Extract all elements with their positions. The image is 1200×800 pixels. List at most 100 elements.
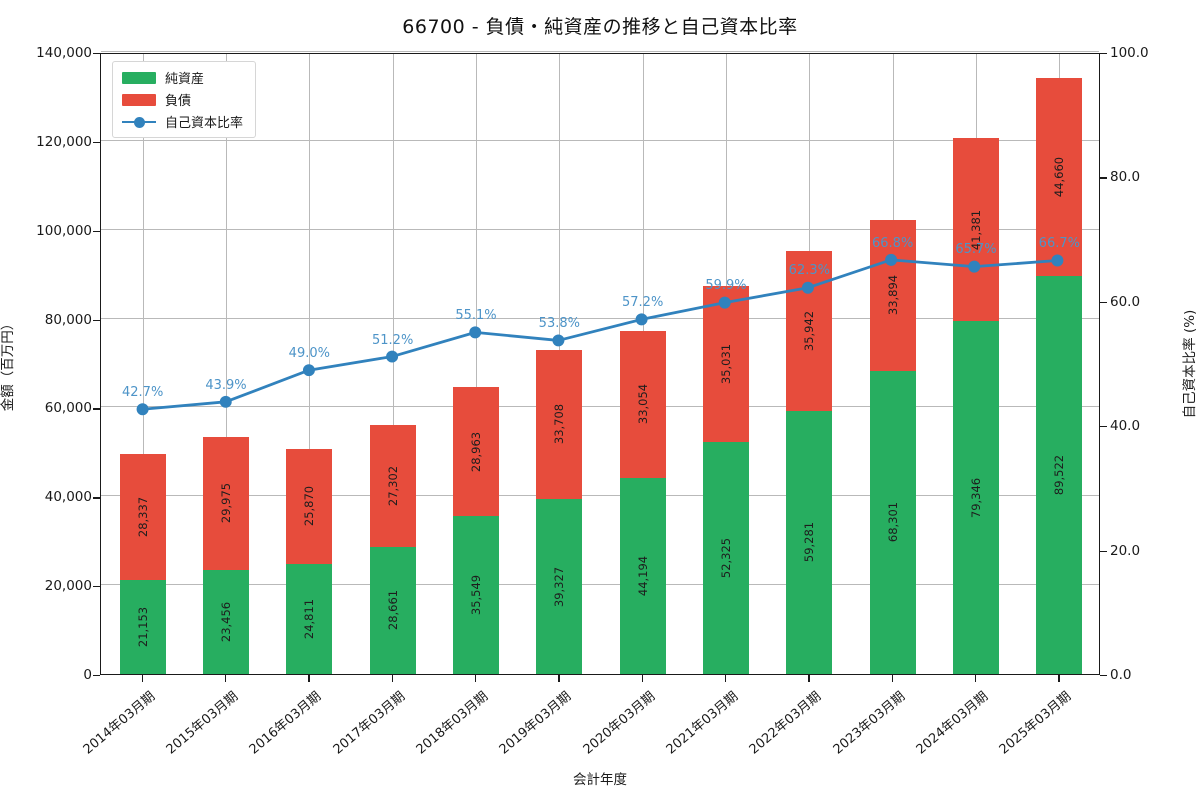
ratio-marker[interactable] [386,350,399,363]
chart-legend: 純資産負債自己資本比率 [112,61,257,138]
chart-title: 66700 - 負債・純資産の推移と自己資本比率 [402,16,798,38]
bar-segment-liability[interactable]: 28,337 [119,454,166,581]
y-tick-label-left: 120,000 [36,133,92,150]
bar-group[interactable]: 59,281 35,942 [786,250,833,674]
bar-group[interactable]: 39,327 33,708 [536,349,583,674]
ratio-marker[interactable] [302,364,315,377]
gridline-horizontal [101,317,1099,319]
y-tick-label-left: 100,000 [36,222,92,239]
y-tick-mark-right [1100,426,1107,428]
gridline-vertical [392,54,394,674]
gridline-vertical [142,54,144,674]
bar-group[interactable]: 68,301 33,894 [869,219,916,674]
gridline-horizontal [101,406,1099,408]
bar-segment-equity[interactable]: 59,281 [786,410,833,674]
x-tick-mark [558,675,560,682]
ratio-value-label: 53.8% [538,316,580,332]
ratio-marker[interactable] [968,260,981,273]
bar-segment-liability[interactable]: 28,963 [453,387,499,517]
y-tick-label-right: 0.0 [1110,667,1132,683]
x-tick-label: 2018年03月期 [413,689,492,758]
x-tick-mark [308,675,310,682]
y-tick-label-right: 80.0 [1110,169,1141,186]
ratio-marker[interactable] [552,334,565,347]
bar-segment-liability[interactable]: 33,054 [619,330,666,478]
bar-group[interactable]: 79,346 41,381 [953,137,999,674]
ratio-marker[interactable] [136,403,149,416]
legend-item[interactable]: 純資産 [122,69,243,87]
x-tick-label: 2019年03月期 [496,689,575,758]
gridline-horizontal [101,228,1099,230]
bar-segment-equity[interactable]: 44,194 [619,477,666,674]
ratio-marker[interactable] [635,313,648,326]
bar-segment-liability[interactable]: 41,381 [953,137,999,322]
y-tick-mark-right [1100,53,1107,55]
bar-group[interactable]: 35,549 28,963 [453,387,499,674]
ratio-value-label: 65.7% [955,242,997,258]
legend-item[interactable]: 自己資本比率 [122,113,244,131]
y-tick-mark-right [1100,550,1107,552]
ratio-marker[interactable] [718,296,731,309]
bar-segment-equity[interactable]: 35,549 [453,516,499,674]
y-tick-label-right: 40.0 [1110,418,1141,435]
legend-color-swatch [122,93,156,106]
bar-segment-liability[interactable]: 33,894 [869,219,916,371]
bar-segment-liability[interactable]: 44,660 [1036,77,1083,277]
gridline-horizontal [101,584,1099,586]
bar-group[interactable]: 44,194 33,054 [619,330,666,674]
y-tick-label-right: 20.0 [1110,542,1141,559]
legend-item-label: 自己資本比率 [165,116,244,131]
bar-group[interactable]: 24,811 25,870 [286,448,333,674]
y-tick-label-right: 60.0 [1110,293,1141,310]
x-tick-label: 2023年03月期 [830,689,908,758]
plot-area: 21,153 28,337 23,456 29,975 24,811 25,870 28,6… [100,51,1100,675]
bar-group[interactable]: 52,325 35,031 [703,285,749,674]
bar-segment-equity[interactable]: 28,661 [369,546,416,674]
bar-segment-equity[interactable]: 68,301 [869,370,916,674]
gridline-vertical [226,54,227,674]
bar-segment-equity[interactable]: 79,346 [953,321,999,674]
ratio-marker[interactable] [885,253,898,266]
bar-segment-equity[interactable]: 24,811 [286,563,333,674]
x-tick-label: 2024年03月期 [913,689,992,758]
y-tick-label-left: 80,000 [44,311,92,328]
bar-group[interactable]: 23,456 29,975 [203,436,249,674]
x-tick-label: 2022年03月期 [746,689,825,758]
ratio-line [141,258,1059,411]
x-tick-mark [225,675,227,682]
bar-segment-equity[interactable]: 52,325 [703,441,749,674]
x-tick-mark [1058,675,1060,682]
bar-group[interactable]: 89,522 44,660 [1036,77,1083,674]
bar-segment-liability[interactable]: 33,708 [536,349,583,500]
bar-segment-equity[interactable]: 89,522 [1036,276,1083,674]
ratio-value-label: 62.3% [788,263,830,279]
y-axis-label-left: 金額（百万円） [0,316,16,412]
x-tick-label: 2020年03月期 [580,689,658,758]
bar-segment-equity[interactable]: 39,327 [536,499,583,674]
x-tick-label: 2016年03月期 [246,689,325,758]
ratio-marker[interactable] [469,326,482,339]
bar-segment-liability[interactable]: 35,942 [786,250,833,411]
x-tick-mark [725,675,727,682]
bar-segment-liability[interactable]: 27,302 [369,425,416,547]
bar-segment-liability[interactable]: 29,975 [203,436,249,570]
gridline-vertical [309,54,311,674]
bar-group[interactable]: 21,153 28,337 [119,454,166,674]
ratio-marker[interactable] [219,395,232,408]
bar-group[interactable]: 28,661 27,302 [369,425,416,674]
bar-segment-equity[interactable]: 21,153 [119,580,166,674]
y-tick-mark-left [93,675,100,677]
bar-segment-liability[interactable]: 25,870 [286,448,333,564]
y-tick-mark-left [93,53,100,55]
bar-segment-equity[interactable]: 23,456 [203,569,249,674]
ratio-marker[interactable] [1051,254,1064,267]
ratio-marker[interactable] [801,281,814,294]
bar-segment-liability[interactable]: 35,031 [703,285,749,442]
legend-item[interactable]: 負債 [122,91,243,109]
y-axis-label-right: 自己資本比率 (%) [1182,309,1198,419]
legend-item-label: 純資産 [165,72,205,87]
gridline-horizontal [101,51,1099,52]
ratio-value-label: 66.8% [872,235,914,251]
y-tick-label-left: 0 [83,667,92,683]
